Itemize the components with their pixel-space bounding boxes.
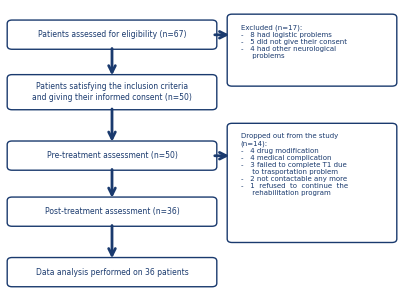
FancyBboxPatch shape [7,20,217,49]
Text: Patients satisfying the inclusion criteria
and giving their informed consent (n=: Patients satisfying the inclusion criter… [32,83,192,102]
FancyBboxPatch shape [7,258,217,287]
FancyBboxPatch shape [227,14,397,86]
Text: Data analysis performed on 36 patients: Data analysis performed on 36 patients [36,268,188,277]
Text: Post-treatment assessment (n=36): Post-treatment assessment (n=36) [45,207,179,216]
FancyBboxPatch shape [227,123,397,242]
FancyBboxPatch shape [7,197,217,226]
Text: Patients assessed for eligibility (n=67): Patients assessed for eligibility (n=67) [38,30,186,39]
Text: Excluded (n=17):
-   8 had logistic problems
-   5 did not give their consent
- : Excluded (n=17): - 8 had logistic proble… [241,24,347,59]
Text: Dropped out from the study
(n=14):
-   4 drug modification
-   4 medical complic: Dropped out from the study (n=14): - 4 d… [241,133,348,196]
FancyBboxPatch shape [7,75,217,110]
FancyBboxPatch shape [7,141,217,170]
Text: Pre-treatment assessment (n=50): Pre-treatment assessment (n=50) [46,151,178,160]
